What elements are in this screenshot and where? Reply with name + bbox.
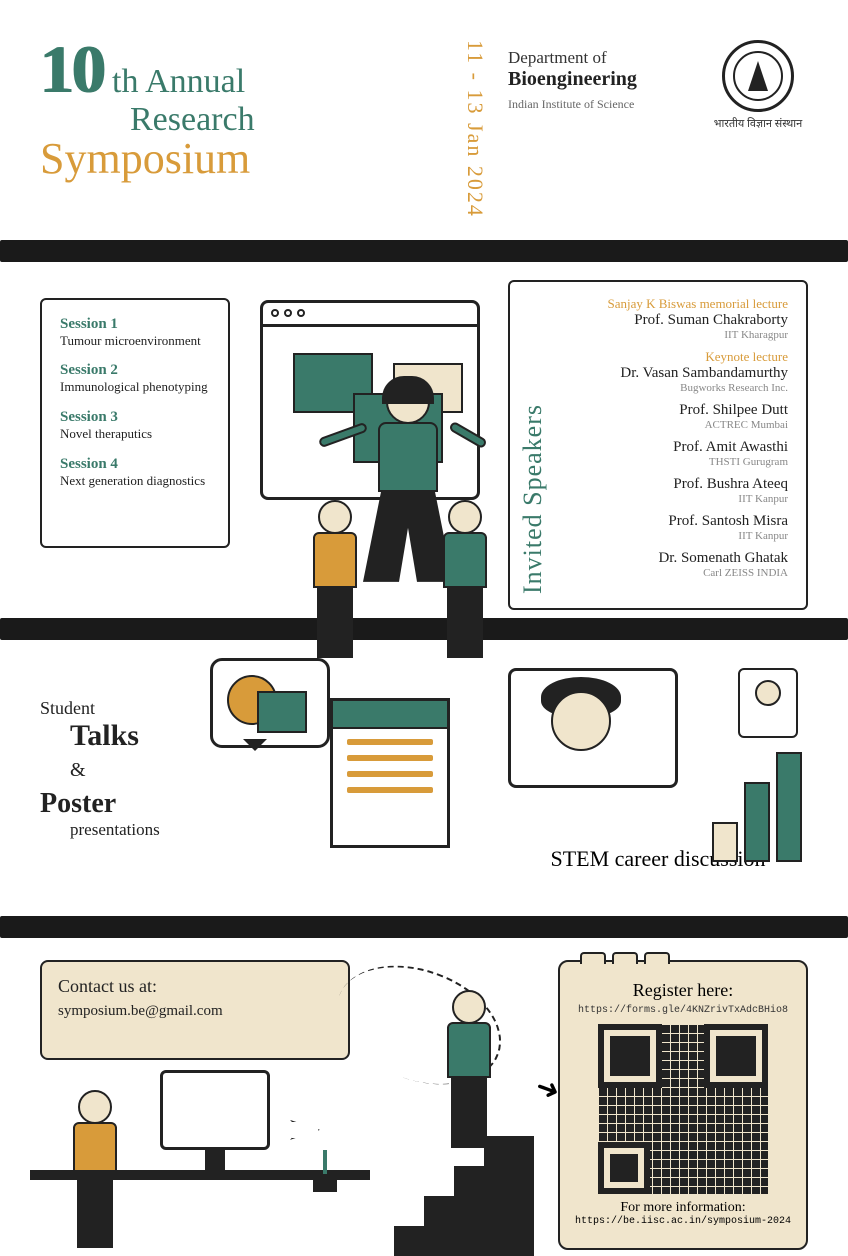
- person-at-desk-icon: [60, 1090, 130, 1248]
- word-talks: Talks: [70, 719, 220, 753]
- section-contact-register: Contact us at: symposium.be@gmail.com ➜ …: [0, 946, 848, 1256]
- paper-plane-icon: [290, 1120, 320, 1140]
- speaker-affiliation: IIT Kanpur: [554, 493, 788, 505]
- title-th-annual: th Annual: [112, 63, 245, 101]
- speaker-affiliation: IIT Kharagpur: [554, 329, 788, 341]
- contact-email: symposium.be@gmail.com: [58, 1003, 332, 1020]
- bar-chart-icon: [712, 752, 802, 862]
- speaker-affiliation: ACTREC Mumbai: [554, 419, 788, 431]
- header: 10 th Annual Research Symposium 11 - 13 …: [0, 0, 848, 228]
- stairs-illustration: [394, 960, 544, 1256]
- session-heading: Session 4: [60, 456, 210, 473]
- speaker-affiliation: Carl ZEISS INDIA: [554, 567, 788, 579]
- contact-heading: Contact us at:: [58, 976, 332, 997]
- title-number: 10: [40, 30, 104, 109]
- session-topic: Novel theraputics: [60, 426, 210, 442]
- speakers-box: Invited Speakers Sanjay K Biswas memoria…: [508, 280, 808, 610]
- dept-name: Bioengineering: [508, 68, 708, 91]
- whiteboard-icon: [330, 698, 450, 848]
- session-heading: Session 2: [60, 362, 210, 379]
- dept-of: Department of: [508, 48, 708, 68]
- register-url[interactable]: https://forms.gle/4KNZrivTxAdcBHio8: [572, 1005, 794, 1016]
- profile-card-icon: [738, 668, 798, 738]
- desk-illustration: [30, 1060, 370, 1250]
- speaker-name: Dr. Somenath Ghatak: [554, 550, 788, 567]
- session-topic: Next generation diagnostics: [60, 473, 210, 489]
- speaker-name: Prof. Bushra Ateeq: [554, 476, 788, 493]
- institute-name: Indian Institute of Science: [508, 97, 708, 112]
- seal-icon: [722, 40, 794, 112]
- word-student: Student: [40, 698, 220, 719]
- divider-band: [0, 916, 848, 938]
- word-presentations: presentations: [70, 820, 220, 840]
- department-block: Department of Bioengineering Indian Inst…: [508, 30, 708, 112]
- speaker-name: Prof. Suman Chakraborty: [554, 312, 788, 329]
- speaker-affiliation: IIT Kanpur: [554, 530, 788, 542]
- info-url[interactable]: https://be.iisc.ac.in/symposium-2024: [572, 1216, 794, 1227]
- two-people-icon: [300, 478, 500, 658]
- hindi-text: भारतीय विज्ञान संस्थान: [708, 116, 808, 131]
- contact-column: Contact us at: symposium.be@gmail.com: [40, 960, 380, 1256]
- info-heading: For more information:: [572, 1200, 794, 1216]
- person-on-phone-icon: [434, 990, 504, 1148]
- contact-box: Contact us at: symposium.be@gmail.com: [40, 960, 350, 1060]
- speaker-name: Dr. Vasan Sambandamurthy: [554, 365, 788, 382]
- plant-icon: [310, 1150, 340, 1190]
- speaker-name: Prof. Santosh Misra: [554, 513, 788, 530]
- session-heading: Session 3: [60, 409, 210, 426]
- speaker-affiliation: Bugworks Research Inc.: [554, 382, 788, 394]
- section-talks-stem: Student Talks & Poster presentations STE: [0, 648, 848, 908]
- invited-speakers-label: Invited Speakers: [518, 404, 548, 594]
- stem-block: STEM career discussion: [508, 658, 808, 872]
- session-topic: Immunological phenotyping: [60, 379, 210, 395]
- monitor-icon: [160, 1070, 270, 1150]
- speech-bubble-icon: [210, 658, 330, 748]
- qr-code-icon[interactable]: [598, 1024, 768, 1194]
- title-block: 10 th Annual Research Symposium: [40, 30, 442, 184]
- title-symposium: Symposium: [40, 133, 442, 184]
- speaker-affiliation: THSTI Gurugram: [554, 456, 788, 468]
- word-poster: Poster: [40, 788, 220, 820]
- word-ampersand: &: [70, 759, 220, 782]
- video-card-icon: [508, 668, 678, 788]
- talks-poster-block: Student Talks & Poster presentations: [40, 658, 220, 840]
- speaker-subtitle: Sanjay K Biswas memorial lecture: [554, 296, 788, 312]
- speaker-subtitle: Keynote lecture: [554, 349, 788, 365]
- institute-logo: भारतीय विज्ञान संस्थान: [708, 30, 808, 131]
- speaker-name: Prof. Amit Awasthi: [554, 439, 788, 456]
- register-box: ➜ Register here: https://forms.gle/4KNZr…: [558, 960, 808, 1250]
- date-vertical: 11 - 13 Jan 2024: [462, 30, 488, 218]
- session-heading: Session 1: [60, 316, 210, 333]
- register-heading: Register here:: [572, 980, 794, 1001]
- sessions-box: Session 1Tumour microenvironment Session…: [40, 298, 230, 548]
- speaker-name: Prof. Shilpee Dutt: [554, 402, 788, 419]
- session-topic: Tumour microenvironment: [60, 333, 210, 349]
- divider-band: [0, 240, 848, 262]
